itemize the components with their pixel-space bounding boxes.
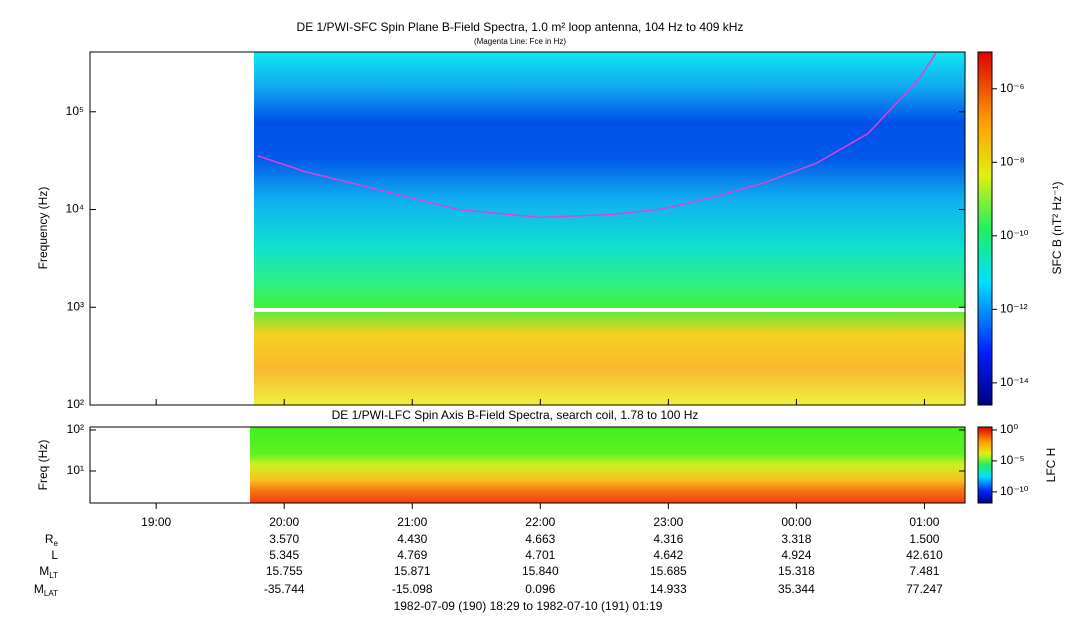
- ephemeris-value: 77.247: [906, 582, 943, 596]
- ephemeris-value: 3.570: [269, 532, 299, 546]
- colorbar-tick-label: 10⁻¹⁰: [1000, 484, 1029, 498]
- ephemeris-value: 42.610: [906, 548, 943, 562]
- x-tick-label: 22:00: [525, 515, 555, 529]
- y-tick-label: 10⁵: [66, 104, 84, 118]
- x-tick-label: 00:00: [781, 515, 811, 529]
- ephemeris-value: 7.481: [909, 564, 939, 578]
- x-tick-label: 21:00: [397, 515, 427, 529]
- spectrogram-image: [250, 427, 965, 503]
- y-tick-label: 10³: [67, 299, 84, 313]
- ephemeris-value: 5.345: [269, 548, 299, 562]
- time-range: 1982-07-09 (190) 18:29 to 1982-07-10 (19…: [394, 599, 663, 613]
- ephemeris-value: 14.933: [650, 582, 687, 596]
- ephemeris-value: 15.840: [522, 564, 559, 578]
- ephemeris-value: 0.096: [525, 582, 555, 596]
- colorbar-tick-label: 10⁻¹²: [1000, 302, 1028, 316]
- label-sub: LT: [49, 571, 58, 580]
- ephemeris-value: 1.500: [909, 532, 939, 546]
- ephemeris-value: -35.744: [264, 582, 305, 596]
- chart-title: DE 1/PWI-SFC Spin Plane B-Field Spectra,…: [297, 20, 744, 34]
- ephemeris-value: 4.642: [653, 548, 683, 562]
- x-tick-label: 20:00: [269, 515, 299, 529]
- ephemeris-value: 4.701: [525, 548, 555, 562]
- colorbar: [977, 426, 993, 504]
- y-tick-label: 10¹: [67, 463, 84, 477]
- ephemeris-value: 35.344: [778, 582, 815, 596]
- label-sub: e: [54, 539, 59, 548]
- x-tick-label: 01:00: [909, 515, 939, 529]
- colorbar-label: LFC H: [1044, 448, 1058, 483]
- colorbar-tick-label: 10⁻⁵: [1000, 453, 1025, 467]
- plot-frame: [89, 426, 966, 504]
- colorbar-tick-label: 10⁻⁶: [1000, 81, 1025, 95]
- y-tick-label: 10⁴: [65, 202, 84, 216]
- label-main: R: [45, 532, 54, 546]
- colorbar-tick-label: 10⁻⁸: [1000, 154, 1025, 168]
- x-tick-label: 23:00: [653, 515, 683, 529]
- plot-frame: [89, 51, 966, 406]
- ephemeris-value: 15.755: [266, 564, 303, 578]
- colorbar-tick-label: 10⁰: [1000, 422, 1018, 436]
- label-main: M: [34, 582, 44, 596]
- y-axis-label: Freq (Hz): [36, 440, 50, 491]
- ephemeris-label: L: [51, 548, 58, 562]
- ephemeris-value: 4.924: [781, 548, 811, 562]
- colorbar-tick-label: 10⁻¹⁴: [1000, 375, 1029, 389]
- spectrogram-image: [254, 52, 965, 405]
- ephemeris-value: 3.318: [781, 532, 811, 546]
- panel-title: DE 1/PWI-LFC Spin Axis B-Field Spectra, …: [332, 408, 699, 422]
- chart-subtitle: (Magenta Line: Fce in Hz): [474, 37, 566, 46]
- y-tick-label: 10²: [67, 422, 84, 436]
- label-sub: LAT: [44, 589, 58, 598]
- y-axis-label: Frequency (Hz): [36, 187, 50, 270]
- ephemeris-value: 15.871: [394, 564, 431, 578]
- data-gap: [254, 308, 965, 312]
- ephemeris-value: 4.769: [397, 548, 427, 562]
- colorbar: [977, 51, 993, 406]
- ephemeris-value: 15.318: [778, 564, 815, 578]
- ephemeris-value: 4.663: [525, 532, 555, 546]
- ephemeris-value: 4.316: [653, 532, 683, 546]
- ephemeris-value: -15.098: [392, 582, 433, 596]
- ephemeris-label: MLAT: [34, 582, 58, 598]
- ephemeris-value: 4.430: [397, 532, 427, 546]
- colorbar-label: SFC B (nT² Hz⁻¹): [1050, 182, 1064, 275]
- ephemeris-value: 15.685: [650, 564, 687, 578]
- ephemeris-label: MLT: [39, 564, 58, 580]
- x-tick-label: 19:00: [141, 515, 171, 529]
- ephemeris-label: Re: [45, 532, 59, 548]
- y-tick-label: 10²: [67, 397, 84, 411]
- label-main: M: [39, 564, 49, 578]
- fce-line: [257, 52, 937, 219]
- colorbar-tick-label: 10⁻¹⁰: [1000, 228, 1029, 242]
- label-main: L: [51, 548, 58, 562]
